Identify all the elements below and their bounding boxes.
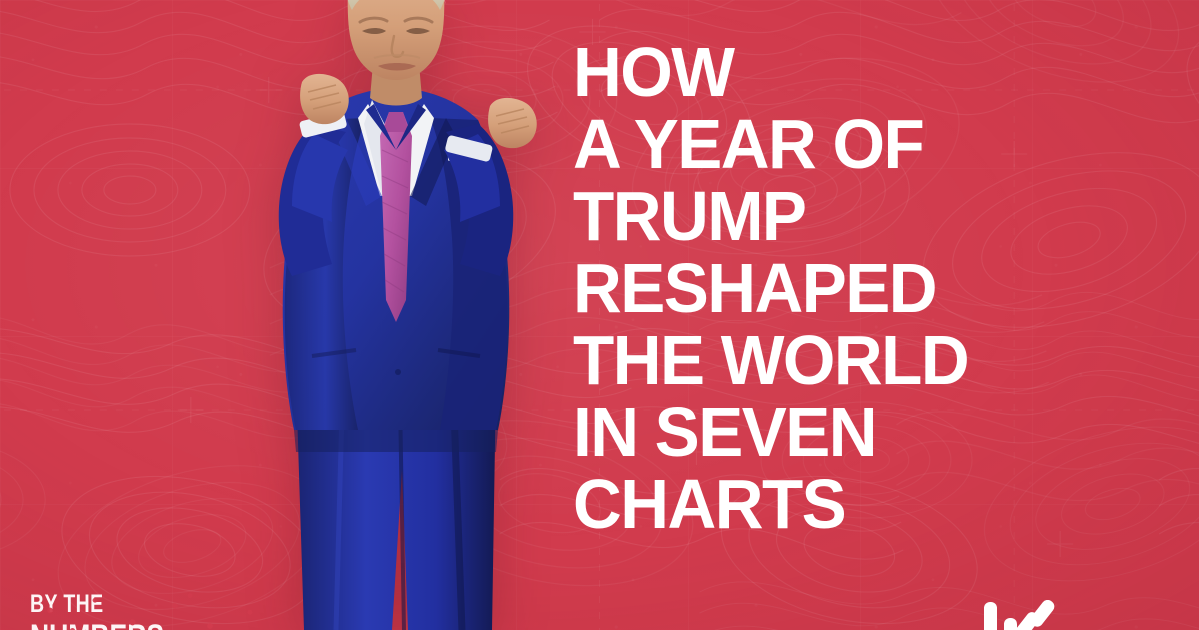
- logo-line-2: NUMBERS: [30, 620, 225, 630]
- headline-line-1: HOW: [573, 33, 735, 111]
- headline-line-6: IN SEVEN: [573, 393, 878, 471]
- headline-line-7: CHARTS: [573, 465, 847, 543]
- brand-logo-mark: [984, 600, 1104, 630]
- headline-line-3: TRUMP: [573, 177, 807, 255]
- headline-line-2: A YEAR OF: [573, 105, 925, 183]
- page-title: HOW A YEAR OF TRUMP RESHAPED THE WORLD I…: [573, 36, 1171, 540]
- by-the-numbers-logo: BY THE NUMBERS: [30, 592, 280, 630]
- subject-photo: [196, 0, 596, 630]
- logo-line-1: BY THE: [30, 590, 104, 618]
- headline-line-4: RESHAPED: [573, 249, 938, 327]
- headline-line-5: THE WORLD: [573, 321, 970, 399]
